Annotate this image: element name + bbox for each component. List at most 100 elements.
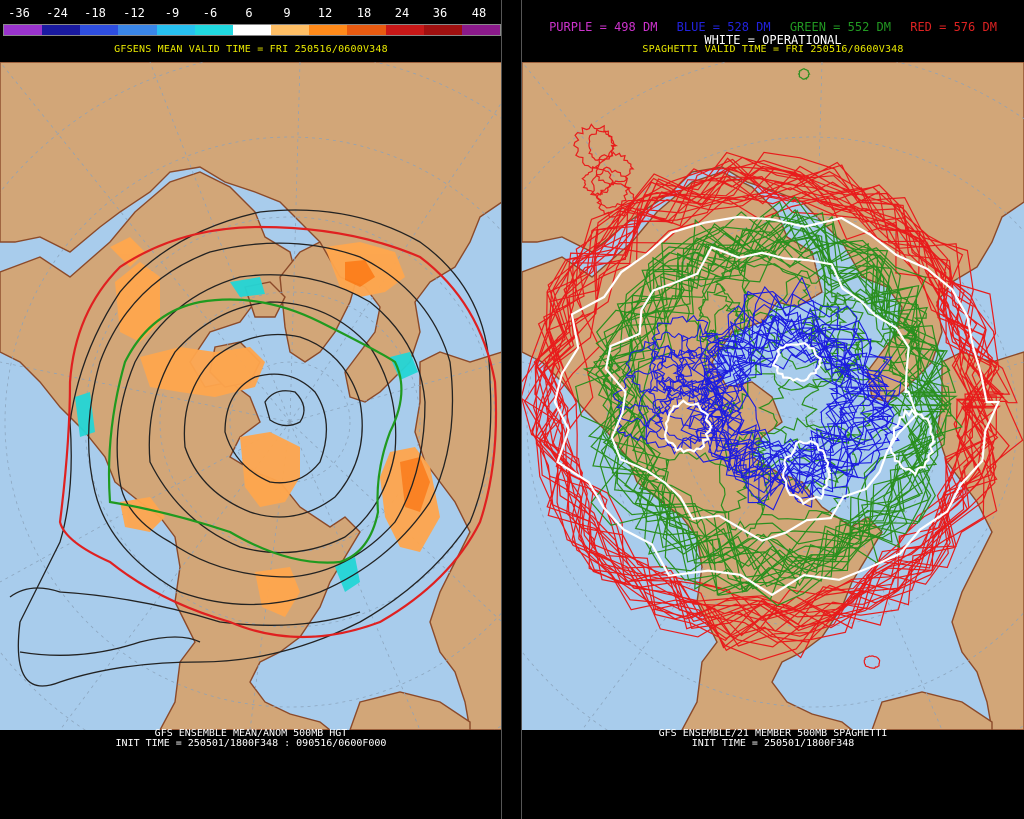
colorbar-label: -12 [123, 6, 145, 20]
spaghetti-contour [612, 370, 675, 428]
spaghetti-contour [715, 342, 875, 500]
colorbar-swatch [461, 25, 501, 35]
spaghetti-contour [700, 293, 851, 490]
colorbar-swatch [194, 25, 233, 35]
spaghetti-contour [646, 314, 720, 372]
colorbar-labels: -36 -24 -18 -12 -9 -6 6 9 12 18 24 36 48 [0, 6, 502, 22]
legend-blue: BLUE = 528 DM [676, 20, 771, 34]
divider [501, 0, 502, 819]
spaghetti-contour [596, 181, 636, 218]
spaghetti-contour [712, 323, 865, 511]
spaghetti-contour [592, 211, 952, 595]
colorbar-label: 9 [283, 6, 291, 20]
colorbar-label: -24 [46, 6, 68, 20]
spaghetti-contour [638, 376, 714, 455]
colorbar-label: -6 [202, 6, 218, 20]
spaghetti-contour [587, 226, 950, 588]
spaghetti-contour [712, 316, 855, 461]
legend-green: GREEN = 552 DM [789, 20, 891, 34]
left-footer: GFS ENSEMBLE MEAN/ANOM 500MB HGT INIT TI… [0, 729, 502, 749]
spaghetti-contour [677, 243, 756, 346]
spaghetti-legend: PURPLE = 498 DM BLUE = 528 DM GREEN = 55… [522, 20, 1024, 34]
spaghetti-contour [766, 270, 848, 374]
spaghetti-contour [663, 399, 713, 454]
spaghetti-contour [716, 293, 895, 477]
colorbar-swatch [4, 25, 43, 35]
spaghetti-contour [736, 332, 862, 453]
spaghetti-contour [718, 429, 771, 538]
spaghetti-contour [801, 293, 899, 352]
colorbar-swatch [423, 25, 462, 35]
spaghetti-contour [581, 166, 615, 196]
spaghetti-contour [602, 250, 931, 601]
spaghetti-contour [610, 220, 927, 559]
operational-contours [553, 215, 1001, 597]
colorbar-label: 6 [245, 6, 253, 20]
right-footer-init: INIT TIME = 250501/1800F348 [691, 738, 855, 749]
colorbar-swatch [80, 25, 119, 35]
colorbar-label: 36 [432, 6, 448, 20]
spaghetti-contour [588, 128, 616, 161]
spaghetti-contour [535, 165, 998, 622]
colorbar-swatch [156, 25, 195, 35]
right-panel-spaghetti: PURPLE = 498 DM BLUE = 528 DM GREEN = 55… [522, 0, 1024, 819]
spaghetti-contour [604, 245, 918, 542]
spaghetti-contour [605, 196, 937, 593]
spaghetti-contour [645, 452, 749, 525]
legend-white-operational: WHITE = OPERATIONAL [704, 33, 842, 47]
spaghetti-contour [700, 286, 859, 487]
spaghetti-contour [678, 322, 724, 404]
spaghetti-contour [553, 215, 1001, 597]
colorbar-label: 12 [317, 6, 333, 20]
spaghetti-contour [545, 167, 993, 637]
colorbar-swatch [347, 25, 386, 35]
spaghetti-contour [522, 151, 1004, 640]
left-footer-title: GFS ENSEMBLE MEAN/ANOM 500MB HGT [154, 728, 348, 739]
anomaly-colorbar [3, 24, 501, 36]
spaghetti-contour [664, 378, 711, 428]
spaghetti-contour [534, 159, 1011, 628]
spaghetti-528dm-contours [612, 276, 906, 511]
spaghetti-contour [536, 181, 1024, 633]
spaghetti-contour [826, 288, 927, 348]
colorbar-swatch [385, 25, 424, 35]
spaghetti-contour [712, 262, 811, 319]
colorbar-swatch [42, 25, 81, 35]
spaghetti-contour [595, 151, 635, 186]
colorbar-label: 24 [394, 6, 410, 20]
spaghetti-contour [652, 348, 715, 394]
spaghetti-contour [575, 227, 952, 579]
right-valid-time: SPAGHETTI VALID TIME = FRI 250516/0600V3… [642, 44, 904, 55]
spaghetti-contour [771, 342, 823, 382]
legend-red: RED = 576 DM [910, 20, 997, 34]
spaghetti-contour [672, 345, 746, 392]
spaghetti-contour [589, 166, 632, 209]
colorbar-swatch [309, 25, 348, 35]
spaghetti-576dm-contours [522, 123, 1024, 669]
spaghetti-contour [538, 178, 999, 659]
left-panel-mean-anomaly: -36 -24 -18 -12 -9 -6 6 9 12 18 24 36 48… [0, 0, 502, 819]
spaghetti-contour [797, 68, 811, 80]
spaghetti-contour [655, 390, 721, 442]
spaghetti-contour [757, 378, 873, 451]
colorbar-swatch [118, 25, 157, 35]
left-map-mean-anomaly [0, 62, 502, 730]
colorbar-swatch [271, 25, 310, 35]
right-footer: GFS ENSEMBLE/21 MEMBER 500MB SPAGHETTI I… [522, 729, 1024, 749]
spaghetti-contour [889, 407, 937, 477]
legend-purple: PURPLE = 498 DM [549, 20, 658, 34]
colorbar-label: -36 [8, 6, 30, 20]
spaghetti-contour [700, 303, 854, 473]
colorbar-label: -18 [84, 6, 106, 20]
colorbar-label: 48 [471, 6, 487, 20]
colorbar-swatch [232, 25, 272, 35]
right-footer-title: GFS ENSEMBLE/21 MEMBER 500MB SPAGHETTI [658, 728, 888, 739]
left-footer-init: INIT TIME = 250501/1800F348 : 090516/060… [115, 738, 387, 749]
spaghetti-contour [648, 344, 685, 418]
spaghetti-contour [781, 439, 832, 506]
left-valid-time: GFSENS MEAN VALID TIME = FRI 250516/0600… [114, 44, 388, 55]
colorbar-label: -9 [164, 6, 180, 20]
colorbar-label: 18 [356, 6, 372, 20]
spaghetti-contour [863, 655, 881, 669]
spaghetti-contour [592, 215, 937, 573]
